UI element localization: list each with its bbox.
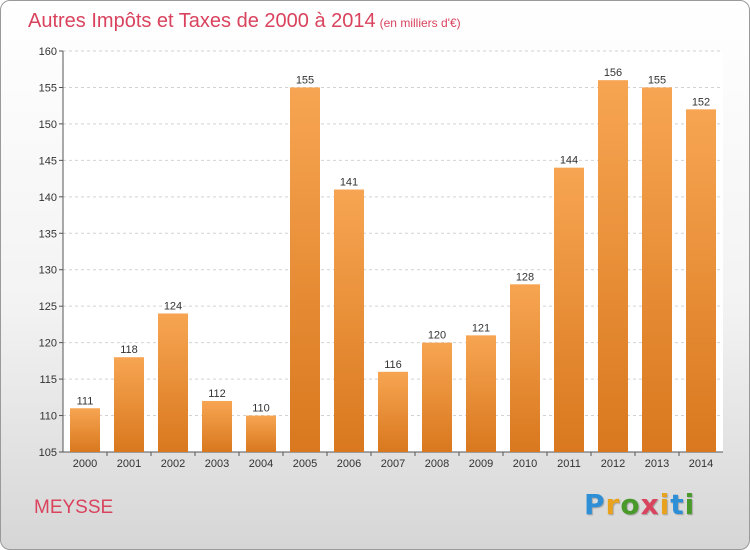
data-label-2002: 124 <box>164 300 182 312</box>
data-label-2005: 155 <box>296 74 314 86</box>
x-tick-label-2009: 2009 <box>469 458 493 470</box>
x-tick-label-2008: 2008 <box>425 458 449 470</box>
x-tick-label-2004: 2004 <box>249 458 273 470</box>
bar-2008 <box>422 342 452 452</box>
y-tick-label: 120 <box>39 338 57 350</box>
bar-series <box>70 80 716 453</box>
x-tick-labels: 2000 2001 2002 2003 2004 2005 2006 2007 2008 2009… <box>73 458 713 470</box>
y-tick-label: 110 <box>39 411 57 423</box>
y-tick-label: 135 <box>39 228 57 240</box>
y-tick-label: 125 <box>39 301 57 313</box>
data-label-2008: 120 <box>428 330 446 342</box>
logo-letter: i <box>659 488 671 521</box>
data-labels: 111 118 124 112 110 155 141 116 120 121 128 144 156 1… <box>77 67 711 414</box>
logo-letter: t <box>670 488 685 521</box>
bar-2013 <box>642 87 672 453</box>
x-tick-label-2001: 2001 <box>117 458 141 470</box>
data-label-2010: 128 <box>516 271 534 283</box>
y-tick-label: 160 <box>39 46 57 58</box>
logo-letter: i <box>684 488 696 521</box>
data-label-2004: 110 <box>252 403 270 415</box>
x-tick-label-2014: 2014 <box>689 458 713 470</box>
bar-2006 <box>334 189 364 452</box>
proxiti-logo: Proxiti <box>584 489 695 521</box>
data-label-2007: 116 <box>384 359 402 371</box>
bar-2005 <box>290 87 320 453</box>
x-tick-label-2013: 2013 <box>645 458 669 470</box>
bar-2003 <box>202 400 232 452</box>
y-tick-label: 145 <box>39 155 57 167</box>
data-label-2000: 111 <box>77 395 94 407</box>
logo-letter: x <box>640 488 660 521</box>
bar-2002 <box>158 313 188 452</box>
y-tick-label: 140 <box>39 192 57 204</box>
y-tick-label: 155 <box>39 82 57 94</box>
y-tick-label: 130 <box>39 265 57 277</box>
bar-2009 <box>466 335 496 452</box>
logo-letter: o <box>620 488 641 521</box>
bar-2014 <box>686 109 716 452</box>
y-tick-labels: 105 110 115 120 125 130 135 140 145 150 155 160 <box>39 46 57 459</box>
data-label-2009: 121 <box>472 322 490 334</box>
bar-2007 <box>378 371 408 452</box>
bar-2004 <box>246 415 276 452</box>
x-tick-label-2012: 2012 <box>601 458 625 470</box>
x-tick-label-2002: 2002 <box>161 458 185 470</box>
x-tick-label-2003: 2003 <box>205 458 229 470</box>
logo-letter: P <box>584 488 606 521</box>
y-tick-label: 105 <box>39 447 57 459</box>
x-tick-label-2006: 2006 <box>337 458 361 470</box>
x-tick-label-2010: 2010 <box>513 458 537 470</box>
bar-2012 <box>598 80 628 452</box>
bar-2000 <box>70 408 100 452</box>
x-tick-label-2007: 2007 <box>381 458 405 470</box>
y-tick-label: 150 <box>39 119 57 131</box>
chart-title: Autres Impôts et Taxes de 2000 à 2014 (en… <box>28 9 461 35</box>
x-tick-label-2011: 2011 <box>557 458 581 470</box>
y-tick-label: 115 <box>39 374 57 386</box>
data-label-2011: 144 <box>560 155 578 167</box>
data-label-2001: 118 <box>120 344 138 356</box>
data-label-2003: 112 <box>208 388 226 400</box>
bar-2011 <box>554 167 584 452</box>
x-tick-label-2005: 2005 <box>293 458 317 470</box>
x-tick-label-2000: 2000 <box>73 458 97 470</box>
data-label-2013: 155 <box>648 74 666 86</box>
commune-name: MEYSSE <box>34 497 114 518</box>
data-label-2006: 141 <box>340 177 358 189</box>
data-label-2012: 156 <box>604 67 622 79</box>
bar-2001 <box>114 357 144 452</box>
chart-subtitle: (en milliers d'€) <box>379 16 461 30</box>
logo-letter: r <box>605 488 621 521</box>
bar-2010 <box>510 284 540 452</box>
chart-title-text: Autres Impôts et Taxes de 2000 à 2014 <box>28 10 376 32</box>
data-label-2014: 152 <box>692 96 710 108</box>
